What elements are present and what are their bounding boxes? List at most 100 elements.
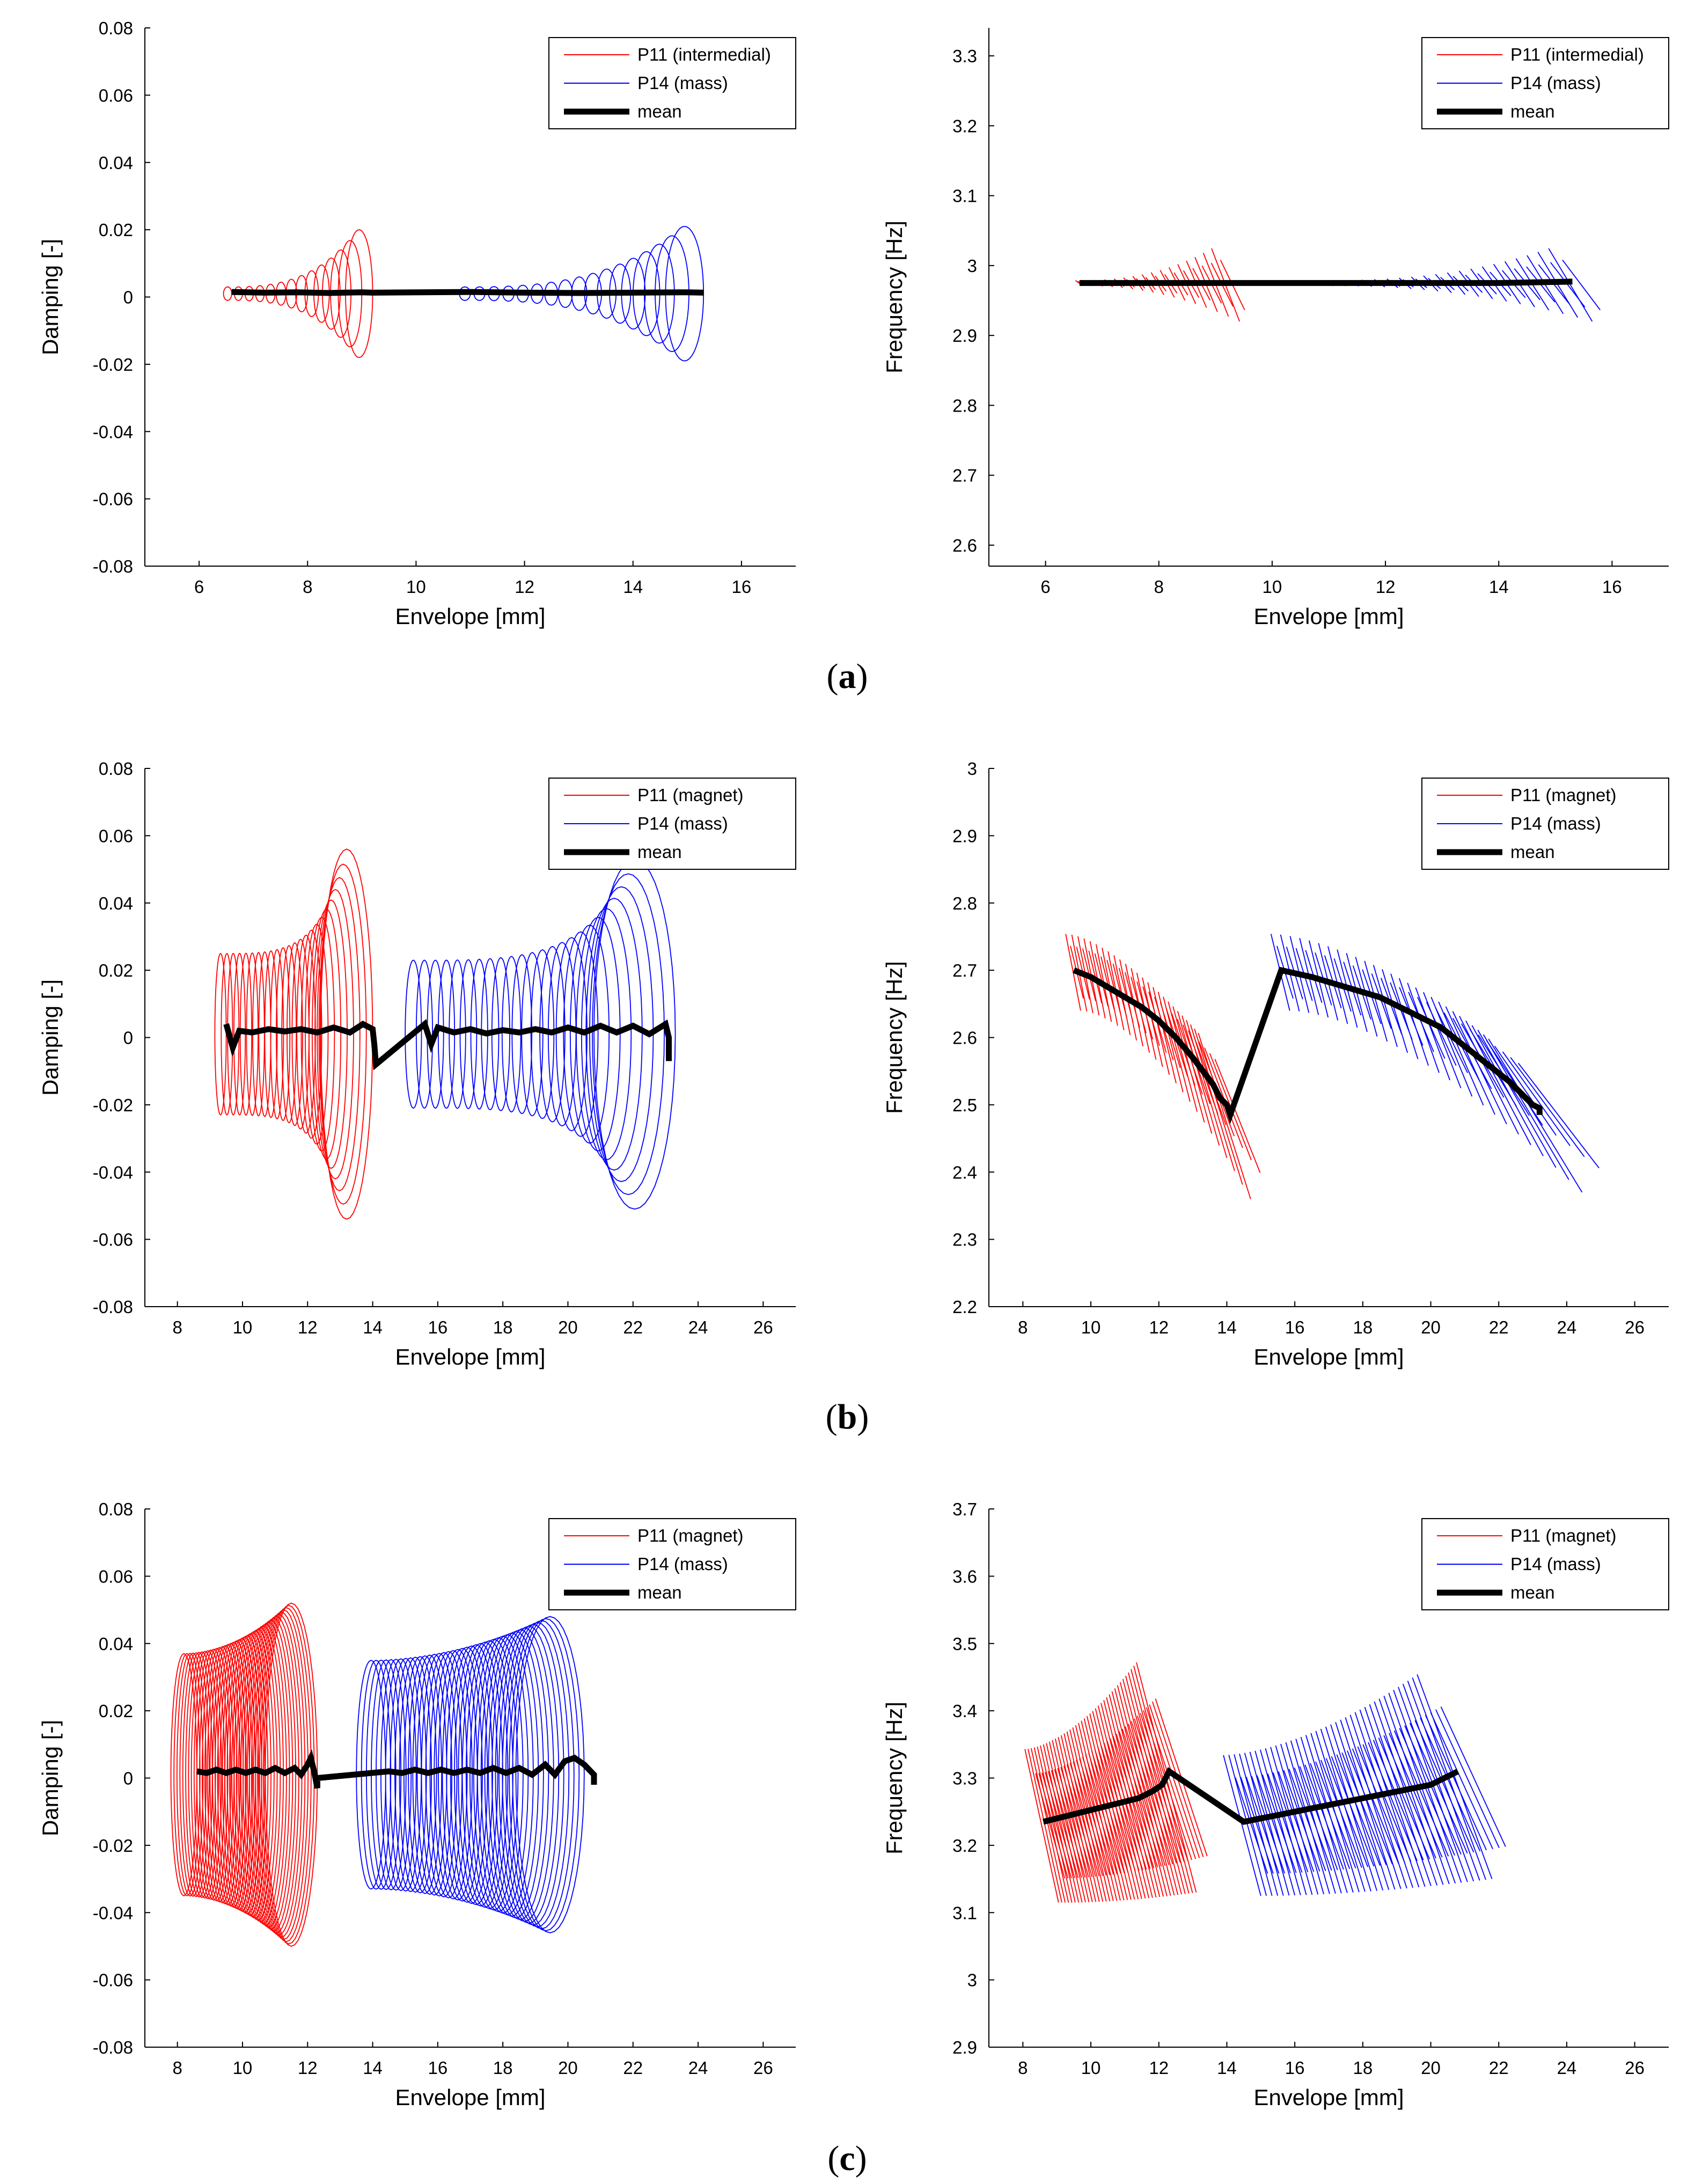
legend-entry: P14 (mass) [1510, 73, 1601, 93]
x-tick-label: 18 [1353, 2058, 1373, 2078]
x-axis-label: Envelope [mm] [1253, 1344, 1404, 1369]
x-tick-label: 10 [406, 577, 426, 597]
y-tick-label: 3.2 [952, 1836, 977, 1856]
legend-entry: mean [637, 842, 682, 862]
y-tick-label: 3.7 [952, 1499, 977, 1519]
y-tick-label: 2.7 [952, 961, 977, 980]
data-loop [296, 934, 316, 1134]
data-loop [434, 1650, 473, 1900]
data-sweep [1417, 996, 1445, 1059]
x-tick-label: 22 [1489, 2058, 1509, 2078]
data-loop [385, 1658, 417, 1892]
data-sweep [1058, 1736, 1097, 1902]
y-axis-label: Frequency [Hz] [882, 221, 907, 373]
y-tick-label: 3.4 [952, 1701, 977, 1721]
y-tick-label: 0.06 [99, 85, 133, 105]
x-tick-label: 20 [558, 1317, 578, 1337]
data-sweep [1305, 1735, 1354, 1893]
y-tick-label: 0.04 [99, 153, 133, 173]
data-sweep [1502, 1051, 1571, 1146]
x-tick-label: 24 [688, 2058, 708, 2078]
data-sweep [1149, 1704, 1200, 1858]
x-tick-label: 22 [623, 1317, 643, 1337]
y-tick-label: 0.08 [99, 1499, 133, 1519]
series-p11 [1065, 934, 1261, 1199]
y-tick-label: 3.3 [952, 1769, 977, 1789]
y-tick-label: 0 [123, 1028, 133, 1048]
data-loop [179, 1652, 207, 1897]
data-sweep [1046, 1743, 1083, 1903]
data-loop [305, 924, 329, 1145]
y-tick-label: 0.06 [99, 1566, 133, 1586]
data-loop [318, 877, 361, 1192]
data-sweep [1409, 1723, 1468, 1854]
data-sweep [1119, 1682, 1175, 1896]
x-tick-label: 16 [428, 1317, 447, 1337]
legend: P11 (magnet) P14 (mass) mean [548, 1518, 796, 1610]
data-sweep [1373, 965, 1398, 1047]
data-sweep [1459, 1016, 1520, 1135]
data-loop [193, 1650, 222, 1900]
data-sweep [1177, 1010, 1213, 1134]
x-tick-label: 10 [233, 1317, 253, 1337]
y-tick-label: 0 [123, 288, 133, 307]
data-sweep [1414, 1720, 1474, 1853]
mean-line [1079, 279, 1573, 286]
chart-c-damping: -0.08 -0.06 -0.04 -0.02 0 0.02 0.04 0.06 0.08 8 10… [38, 1499, 796, 2110]
data-loop [449, 959, 466, 1109]
series-p11 [1024, 1662, 1208, 1903]
x-tick-label: 8 [172, 1317, 182, 1337]
data-sweep [1265, 1748, 1307, 1895]
legend: P11 (magnet) P14 (mass) mean [548, 778, 796, 870]
x-tick-label: 10 [1263, 577, 1282, 597]
x-tick-label: 16 [732, 577, 752, 597]
series-p14 [1270, 934, 1599, 1193]
x-tick-label: 6 [194, 577, 204, 597]
y-tick-label: 2.7 [952, 466, 977, 486]
data-sweep [1347, 1750, 1393, 1865]
x-tick-label: 26 [1625, 2058, 1645, 2078]
y-tick-label: 2.8 [952, 395, 977, 415]
data-loop [253, 1615, 299, 1934]
legend-entry: P11 (intermedial) [1510, 45, 1644, 64]
series-mean [1043, 1767, 1459, 1825]
data-sweep [1407, 983, 1440, 1073]
data-sweep [1128, 1672, 1186, 1894]
data-sweep [1024, 1749, 1059, 1903]
legend-entry: P11 (magnet) [1510, 785, 1616, 805]
y-tick-label: 3 [967, 1970, 977, 1990]
x-tick-label: 10 [1081, 1317, 1101, 1337]
data-sweep [1094, 953, 1109, 1007]
data-loop [176, 1653, 204, 1897]
y-tick-label: -0.08 [93, 1297, 133, 1317]
y-tick-label: -0.04 [93, 422, 133, 442]
data-sweep [1341, 1752, 1387, 1865]
data-loop [488, 1631, 544, 1919]
x-tick-label: 14 [623, 577, 643, 597]
series-mean [1073, 966, 1543, 1124]
data-loop [421, 1653, 458, 1897]
data-sweep [1335, 1722, 1390, 1890]
x-axis-label: Envelope [mm] [1253, 604, 1404, 629]
data-sweep [1078, 1758, 1114, 1875]
y-tick-label: 0.02 [99, 961, 133, 980]
data-sweep [1415, 987, 1450, 1081]
x-tick-label: 8 [1018, 2058, 1028, 2078]
y-tick-label: 0.06 [99, 826, 133, 846]
x-tick-label: 24 [1557, 2058, 1577, 2078]
data-loop [231, 1633, 269, 1916]
x-tick-label: 14 [363, 2058, 383, 2078]
data-sweep [1398, 978, 1429, 1066]
data-sweep [1336, 1754, 1381, 1866]
data-loop [498, 1625, 560, 1924]
data-sweep [1548, 248, 1593, 322]
data-sweep [1488, 1038, 1583, 1193]
x-tick-label: 8 [172, 2058, 182, 2078]
legend-entry: P14 (mass) [637, 73, 728, 93]
data-loop [287, 942, 303, 1126]
y-axis-label: Damping [-] [38, 1720, 63, 1836]
data-loop [495, 1627, 554, 1922]
data-sweep [1320, 1728, 1371, 1892]
data-sweep [1069, 1729, 1111, 1902]
y-tick-label: 2.4 [952, 1162, 977, 1182]
